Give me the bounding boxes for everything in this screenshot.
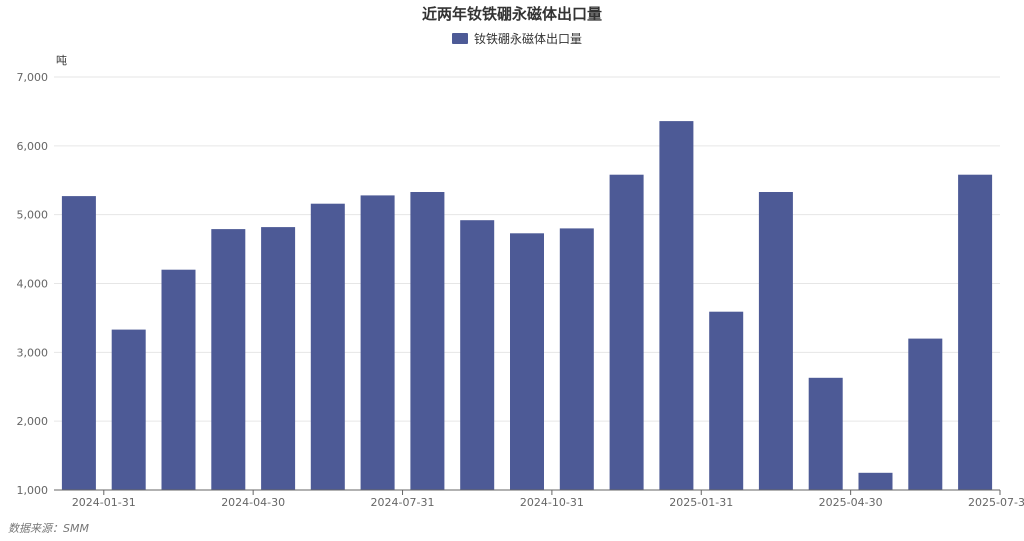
y-tick-label: 6,000 bbox=[17, 140, 49, 153]
bar[interactable] bbox=[61, 196, 96, 490]
bar[interactable] bbox=[908, 338, 943, 490]
y-axis-ticks: 1,000 2,000 3,000 4,000 5,000 6,000 7,000 bbox=[17, 71, 49, 497]
bar[interactable] bbox=[111, 329, 146, 490]
bar[interactable] bbox=[310, 203, 345, 490]
bar[interactable] bbox=[858, 472, 893, 490]
y-tick-label: 5,000 bbox=[17, 209, 49, 222]
bar[interactable] bbox=[460, 220, 495, 490]
bars bbox=[61, 121, 993, 491]
bar[interactable] bbox=[211, 229, 246, 490]
x-tick-label: 2024-04-30 bbox=[221, 496, 285, 509]
chart-title: 近两年钕铁硼永磁体出口量 bbox=[422, 5, 602, 23]
bar[interactable] bbox=[958, 174, 993, 490]
bar[interactable] bbox=[758, 192, 793, 490]
bar[interactable] bbox=[559, 228, 594, 490]
x-tick-label: 2024-10-31 bbox=[520, 496, 584, 509]
data-source-note: 数据来源：SMM bbox=[8, 522, 89, 535]
legend-label[interactable]: 钕铁硼永磁体出口量 bbox=[474, 31, 582, 46]
bar[interactable] bbox=[709, 311, 744, 490]
y-tick-label: 1,000 bbox=[17, 484, 49, 497]
legend[interactable]: 钕铁硼永磁体出口量 bbox=[452, 31, 582, 46]
y-tick-label: 2,000 bbox=[17, 415, 49, 428]
x-tick-label: 2025-01-31 bbox=[669, 496, 733, 509]
bar[interactable] bbox=[161, 269, 196, 490]
bar[interactable] bbox=[659, 121, 694, 490]
x-tick-label: 2024-01-31 bbox=[72, 496, 136, 509]
bar[interactable] bbox=[360, 195, 395, 490]
x-tick-label: 2025-07-31 bbox=[968, 496, 1024, 509]
x-tick-label: 2025-04-30 bbox=[819, 496, 883, 509]
bar[interactable] bbox=[261, 227, 296, 490]
bar[interactable] bbox=[808, 377, 843, 490]
y-tick-label: 7,000 bbox=[17, 71, 49, 84]
y-tick-label: 3,000 bbox=[17, 346, 49, 359]
y-axis-unit-label: 吨 bbox=[56, 54, 67, 67]
legend-swatch[interactable] bbox=[452, 33, 468, 44]
x-axis: 2024-01-31 2024-04-30 2024-07-31 2024-10-31… bbox=[54, 489, 1024, 509]
bar[interactable] bbox=[510, 233, 544, 491]
bar[interactable] bbox=[410, 192, 445, 490]
x-tick-label: 2024-07-31 bbox=[371, 496, 435, 509]
y-tick-label: 4,000 bbox=[17, 278, 49, 291]
bar[interactable] bbox=[609, 174, 644, 490]
